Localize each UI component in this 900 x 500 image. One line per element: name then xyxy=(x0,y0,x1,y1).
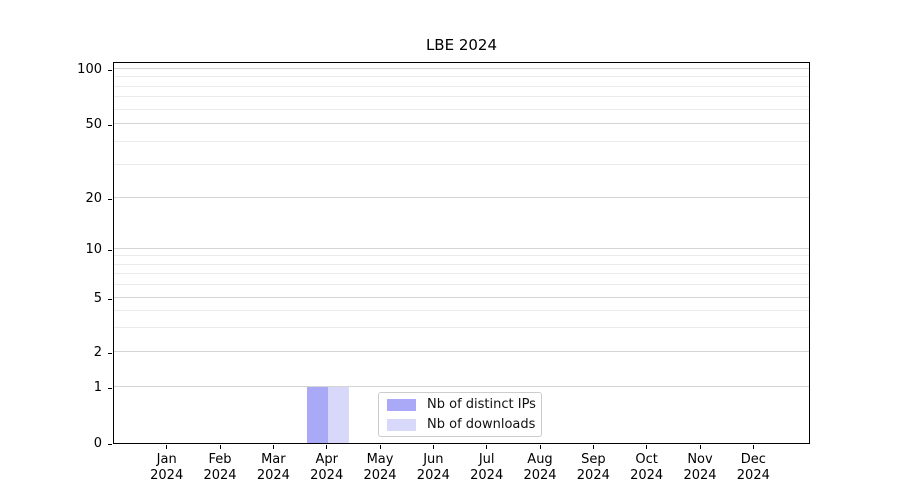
x-tick-mark xyxy=(432,445,435,449)
y-tick-mark xyxy=(108,249,112,251)
legend: Nb of distinct IPs Nb of downloads xyxy=(378,392,542,437)
x-tick-month: Jun xyxy=(423,452,444,467)
x-tick-label: Mar 2024 xyxy=(238,452,308,484)
x-tick-label: Apr 2024 xyxy=(292,452,362,484)
x-tick-month: Dec xyxy=(740,452,766,467)
gridline-minor xyxy=(114,164,809,166)
x-tick-mark xyxy=(646,445,648,449)
gridline-major xyxy=(114,297,809,298)
gridline-major xyxy=(114,248,809,249)
x-tick-label: Feb 2024 xyxy=(185,452,255,484)
x-tick-label: Dec 2024 xyxy=(718,452,788,484)
gridline-minor xyxy=(114,263,809,265)
x-tick-month: Feb xyxy=(208,452,232,467)
x-tick-mark xyxy=(752,445,755,449)
x-tick-label: May 2024 xyxy=(345,452,415,484)
y-tick-label: 0 xyxy=(93,436,102,451)
x-tick-mark xyxy=(219,445,221,449)
x-tick-year: 2024 xyxy=(256,468,290,483)
y-tick-mark xyxy=(108,198,112,200)
legend-item: Nb of downloads xyxy=(387,416,536,433)
y-tick-label: 1 xyxy=(93,380,102,395)
y-tick-mark xyxy=(108,443,112,445)
x-tick-label: Jan 2024 xyxy=(132,452,202,484)
legend-swatch xyxy=(387,398,416,411)
x-tick-label: Jul 2024 xyxy=(452,452,522,484)
gridline-major xyxy=(114,197,809,198)
x-tick-month: Aug xyxy=(527,452,553,467)
x-tick-month: Mar xyxy=(261,452,286,467)
x-tick-mark xyxy=(326,445,328,449)
y-tick-mark xyxy=(108,387,112,389)
plot-area xyxy=(113,62,810,444)
x-tick-year: 2024 xyxy=(203,468,237,483)
legend-swatch xyxy=(387,418,416,431)
x-tick-month: May xyxy=(366,452,394,467)
y-tick-mark xyxy=(108,124,112,126)
x-tick-year: 2024 xyxy=(310,468,344,483)
x-tick-label: Jun 2024 xyxy=(398,452,468,484)
gridline-minor xyxy=(114,85,809,87)
x-tick-mark xyxy=(699,445,701,449)
x-tick-month: Apr xyxy=(315,452,338,467)
x-tick-mark xyxy=(272,445,275,449)
x-tick-mark xyxy=(486,445,488,449)
gridline-minor xyxy=(114,273,809,275)
x-tick-mark xyxy=(592,445,595,449)
y-tick-label: 10 xyxy=(85,242,102,257)
legend-item-label: Nb of distinct IPs xyxy=(427,397,536,412)
x-tick-month: Nov xyxy=(687,452,713,467)
gridline-minor xyxy=(114,141,809,143)
gridline-minor xyxy=(114,310,809,312)
x-tick-month: Sep xyxy=(581,452,606,467)
chart-title: LBE 2024 xyxy=(425,36,498,54)
bar-distinct-ips xyxy=(306,387,328,443)
gridline-minor xyxy=(114,284,809,286)
x-tick-label: Aug 2024 xyxy=(505,452,575,484)
legend-item-label: Nb of downloads xyxy=(427,417,536,432)
y-tick-mark xyxy=(108,298,112,300)
x-tick-year: 2024 xyxy=(683,468,717,483)
x-tick-year: 2024 xyxy=(576,468,610,483)
x-tick-year: 2024 xyxy=(630,468,664,483)
x-tick-year: 2024 xyxy=(736,468,770,483)
x-tick-year: 2024 xyxy=(150,468,184,483)
y-tick-mark xyxy=(108,69,112,71)
y-tick-label: 5 xyxy=(93,291,102,306)
y-tick-label: 2 xyxy=(93,345,102,360)
y-tick-mark xyxy=(108,352,112,354)
x-tick-mark xyxy=(539,445,541,449)
x-tick-month: Jul xyxy=(478,452,495,467)
gridline-minor xyxy=(114,108,809,110)
bar-downloads xyxy=(327,387,349,443)
legend-item: Nb of distinct IPs xyxy=(387,396,536,413)
gridline-major xyxy=(114,68,809,69)
x-tick-month: Oct xyxy=(635,452,658,467)
gridline-major xyxy=(114,351,809,352)
gridline-minor xyxy=(114,255,809,257)
x-tick-year: 2024 xyxy=(363,468,397,483)
x-tick-mark xyxy=(379,445,381,449)
gridline-minor xyxy=(114,96,809,98)
gridline-minor xyxy=(114,76,809,78)
y-tick-label: 20 xyxy=(85,191,102,206)
x-tick-label: Oct 2024 xyxy=(612,452,682,484)
gridline-minor xyxy=(114,327,809,329)
x-tick-month: Jan xyxy=(156,452,177,467)
x-tick-label: Nov 2024 xyxy=(665,452,735,484)
y-tick-label: 50 xyxy=(85,117,102,132)
x-tick-year: 2024 xyxy=(470,468,504,483)
x-tick-year: 2024 xyxy=(523,468,557,483)
x-tick-label: Sep 2024 xyxy=(558,452,628,484)
gridline-major xyxy=(114,123,809,124)
x-tick-mark xyxy=(166,445,168,449)
gridline-major xyxy=(114,386,809,387)
y-tick-label: 100 xyxy=(77,62,102,77)
x-tick-year: 2024 xyxy=(416,468,450,483)
